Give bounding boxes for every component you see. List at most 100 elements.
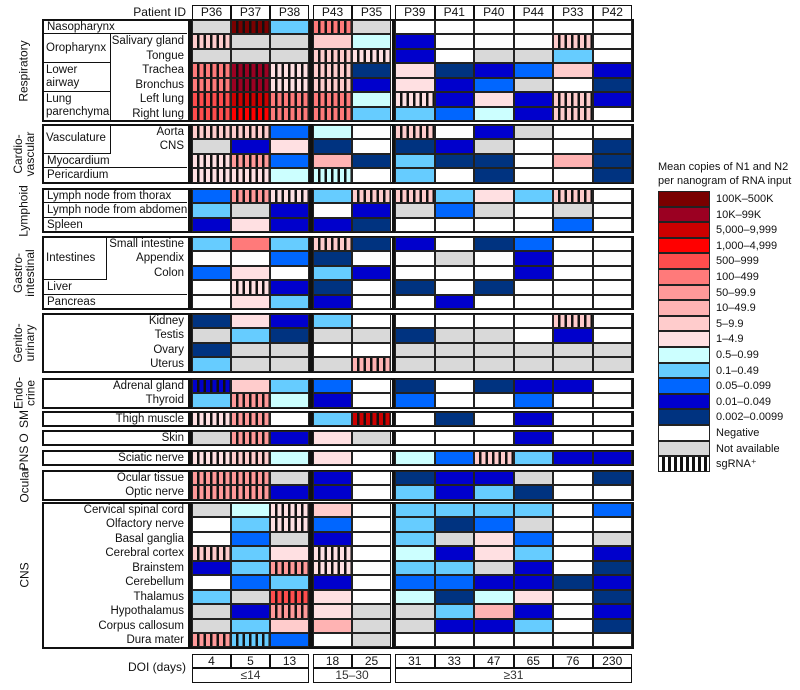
heatmap-cell: [352, 560, 391, 576]
heatmap-cell: [192, 203, 231, 218]
heatmap-cell: [513, 503, 553, 518]
heatmap-cell: [270, 280, 309, 295]
row-label: Nasopharynx: [44, 20, 187, 35]
heatmap-cell: [270, 451, 309, 466]
heatmap-cell: [434, 294, 474, 310]
heatmap-cell: [352, 48, 391, 64]
heatmap-cell: [231, 168, 270, 183]
category-label: Endo-crine: [10, 377, 37, 410]
heatmap-cell: [474, 20, 514, 35]
heatmap-cell: [592, 265, 632, 281]
heatmap-cell: [313, 546, 352, 561]
heatmap-cell: [553, 546, 593, 561]
heatmap-cell: [592, 412, 632, 427]
section-label-box: [42, 124, 190, 184]
heatmap-cell: [592, 604, 632, 619]
heatmap-cell: [352, 77, 391, 93]
heatmap-cell: [395, 106, 435, 122]
heatmap-cell: [513, 451, 553, 466]
patient-id-P33: P33: [553, 5, 593, 20]
heatmap-cell: [592, 237, 632, 252]
heatmap-cell: [553, 168, 593, 183]
row-label: Hypothalamus: [110, 605, 184, 618]
heatmap-cell: [192, 471, 231, 486]
heatmap-cell: [474, 251, 514, 266]
heatmap-cell: [395, 531, 435, 547]
heatmap-cell: [192, 633, 231, 648]
heatmap-cell: [513, 412, 553, 427]
heatmap-cell: [395, 92, 435, 107]
row-label: Thalamus: [133, 590, 185, 603]
heatmap-cell: [474, 517, 514, 532]
row-label: Adrenal gland: [113, 380, 184, 392]
heatmap-cell: [513, 20, 553, 35]
heatmap-cell: [553, 503, 593, 518]
doi-label: DOI (days): [127, 660, 186, 674]
heatmap-cell: [553, 604, 593, 619]
heatmap-cell: [434, 393, 474, 408]
heatmap-cell: [513, 63, 553, 78]
heatmap-cell: [474, 633, 514, 648]
legend-swatch: [658, 315, 710, 332]
heatmap-cell: [553, 575, 593, 590]
legend-swatch: [658, 331, 710, 347]
heatmap-cell: [592, 92, 632, 107]
heatmap-cell: [352, 217, 391, 233]
heatmap-cell: [313, 633, 352, 648]
heatmap-cell: [434, 265, 474, 281]
heatmap-cell: [352, 503, 391, 518]
heatmap-cell: [352, 265, 391, 281]
heatmap-cell: [313, 168, 352, 183]
heatmap-cell: [231, 451, 270, 466]
section-label-box: [42, 502, 190, 649]
heatmap-cell: [352, 294, 391, 310]
heatmap-cell: [592, 393, 632, 408]
row-label: Right lung: [132, 107, 184, 120]
heatmap-cell: [553, 618, 593, 634]
heatmap-cell: [434, 139, 474, 154]
heatmap-cell: [592, 314, 632, 329]
heatmap-cell: [270, 189, 309, 204]
heatmap-cell: [313, 604, 352, 619]
legend-swatch: [658, 284, 710, 301]
heatmap-cell: [474, 618, 514, 634]
heatmap-cell: [434, 342, 474, 358]
heatmap-cell: [513, 251, 553, 266]
heatmap-cell: [352, 633, 391, 648]
heatmap-cell: [395, 189, 435, 204]
section-label-box: [42, 450, 190, 467]
heatmap-cell: [395, 139, 435, 154]
heatmap-cell: [231, 342, 270, 358]
heatmap-cell: [352, 431, 391, 446]
row-label: Pancreas: [47, 295, 96, 308]
row-label: Kidney: [148, 315, 184, 327]
heatmap-cell: [352, 412, 391, 427]
section-label-box: [42, 236, 190, 311]
heatmap-cell: [592, 125, 632, 140]
heatmap-cell: [395, 357, 435, 372]
doi-value: 47: [474, 654, 514, 668]
heatmap-cell: [231, 618, 270, 634]
heatmap-cell: [352, 251, 391, 266]
heatmap-cell: [313, 451, 352, 466]
heatmap-cell: [192, 34, 231, 49]
legend-swatch: [658, 378, 710, 394]
heatmap-cell: [395, 265, 435, 281]
row-label: Appendix: [136, 252, 184, 265]
heatmap-cell: [592, 48, 632, 64]
doi-value: 13: [270, 654, 309, 668]
heatmap-cell: [395, 517, 435, 532]
heatmap-cell: [434, 503, 474, 518]
heatmap-cell: [313, 92, 352, 107]
heatmap-cell: [395, 604, 435, 619]
heatmap-cell: [592, 203, 632, 218]
heatmap-cell: [313, 139, 352, 154]
heatmap-cell: [270, 517, 309, 532]
heatmap-cell: [592, 589, 632, 605]
heatmap-cell: [313, 217, 352, 233]
heatmap-cell: [474, 63, 514, 78]
category-label: Lymphoid: [16, 184, 31, 237]
heatmap-cell: [192, 189, 231, 204]
heatmap-cell: [270, 379, 309, 394]
